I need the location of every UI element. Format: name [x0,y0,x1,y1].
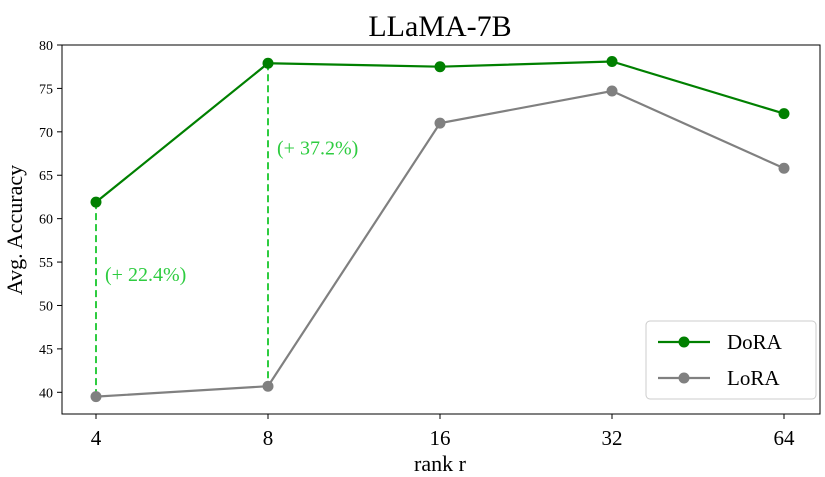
annotations: (+ 22.4%) (+ 37.2%) [95,63,358,397]
x-tick-label: 64 [774,426,796,450]
series-line-dora [95,60,785,204]
y-axis-label: Avg. Accuracy [2,165,27,295]
y-tick-label: 75 [39,82,53,97]
data-point-dora [90,196,102,208]
data-point-dora [778,108,790,120]
y-tick-label: 45 [39,343,53,358]
plot-frame [61,44,821,415]
data-point-dora [262,57,274,69]
data-point-lora [434,117,446,129]
data-point-dora [606,55,618,67]
x-tick-label: 8 [263,426,274,450]
y-axis: 40 45 50 55 60 65 70 75 80 [39,39,62,401]
data-point-dora [434,61,446,73]
x-tick-label: 4 [91,426,102,450]
legend-label-dora: DoRA [727,330,783,354]
data-point-lora [778,162,790,174]
legend: DoRA LoRA [645,320,817,400]
y-tick-label: 60 [39,213,53,228]
y-tick-label: 55 [39,256,53,271]
legend-marker-lora [678,372,690,384]
x-tick-label: 32 [602,426,623,450]
x-tick-label: 16 [430,426,451,450]
x-axis-label: rank r [414,451,467,476]
series-group [90,55,790,403]
y-tick-label: 40 [39,386,53,401]
legend-label-lora: LoRA [727,366,780,390]
chart-title: LLaMA-7B [368,10,511,43]
improvement-annotation: (+ 37.2%) [277,137,358,159]
data-point-lora [262,380,274,392]
x-axis: 4 8 16 32 64 [91,414,795,450]
data-point-lora [90,391,102,403]
y-tick-label: 80 [39,39,53,54]
data-point-lora [606,85,618,97]
y-tick-label: 65 [39,169,53,184]
y-tick-label: 50 [39,299,53,314]
legend-marker-dora [678,336,690,348]
improvement-annotation: (+ 22.4%) [105,264,186,286]
y-tick-label: 70 [39,126,53,141]
